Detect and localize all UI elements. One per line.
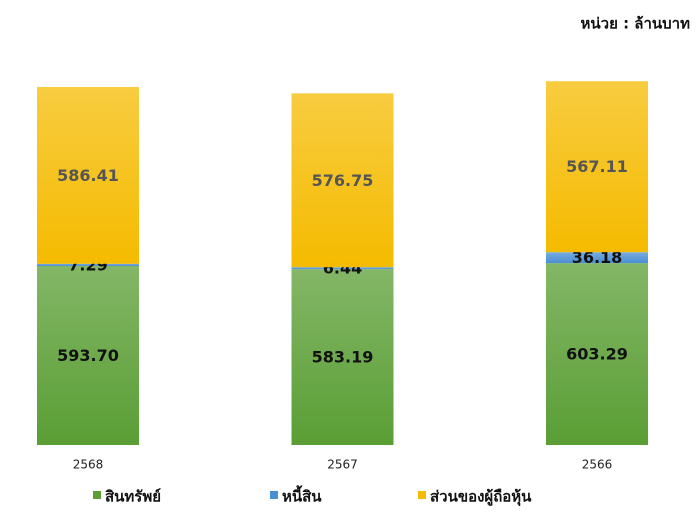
unit-annotation: หน่วย : ล้านบาท [581,15,691,33]
bar-segment [546,252,648,264]
x-tick-label: 2568 [73,458,104,472]
bar-segment [37,86,139,264]
legend-label: สินทรัพย์ [105,488,161,506]
data-label: 567.11 [566,157,628,176]
bar-segment [291,269,394,445]
x-tick-label: 2567 [327,458,358,472]
data-label: 603.29 [566,345,628,364]
bar-segment [291,93,394,268]
legend-label: ส่วนของผู้ถือหุ้น [430,488,532,507]
bar-segment [546,263,648,445]
data-label: 586.41 [57,166,119,185]
legend-label: หนี้สิน [282,485,322,506]
x-tick-label: 2566 [582,458,613,472]
data-label: 593.70 [57,346,119,365]
data-label: 36.18 [572,248,623,267]
legend-swatch [93,491,101,499]
data-label: 583.19 [312,348,374,367]
legend-swatch [270,491,278,499]
bar-segment [546,81,648,253]
bar-segment [37,265,139,445]
bar-segment [37,263,139,266]
bar-segment [291,267,394,270]
legend-swatch [418,491,426,499]
data-label: 576.75 [312,171,374,190]
